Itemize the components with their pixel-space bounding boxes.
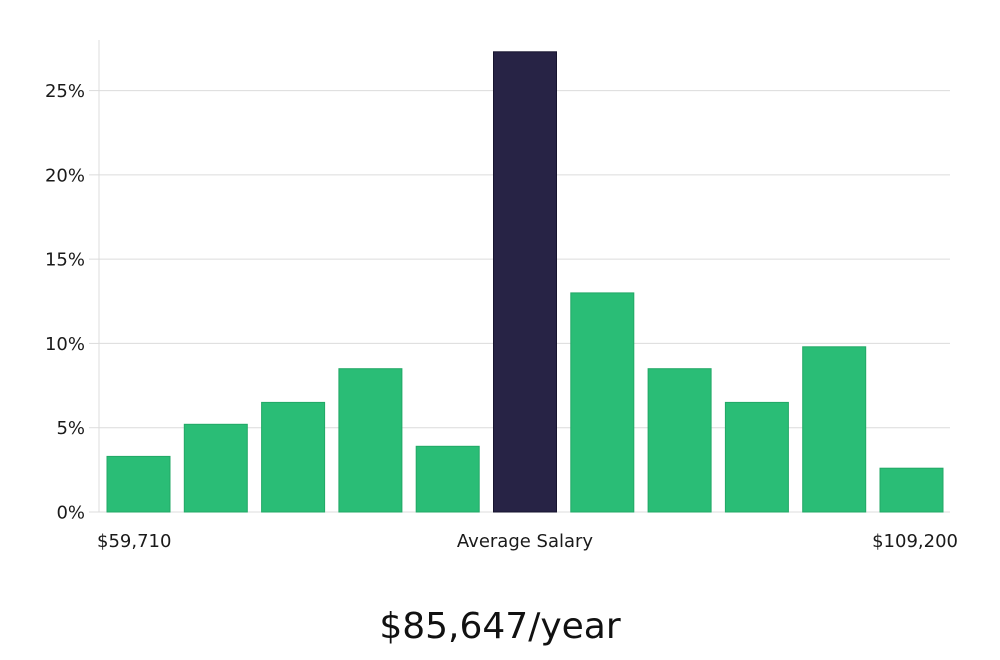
salary-histogram: 0% 5% 10% 15% 20% 25% $59,710 Average Salary … — [45, 40, 958, 552]
x-label-min-salary: $59,710 — [97, 531, 171, 552]
bar — [647, 368, 712, 513]
y-tick-label: 10% — [45, 334, 85, 355]
y-tick-label: 15% — [45, 250, 85, 271]
bar — [261, 401, 326, 513]
x-label-average-salary: Average Salary — [457, 531, 594, 552]
y-tick-label: 25% — [45, 81, 85, 102]
bar — [724, 401, 789, 513]
bar — [106, 455, 171, 513]
bar — [183, 423, 248, 513]
average-salary-caption: $85,647/year — [379, 606, 621, 647]
bar — [802, 346, 867, 513]
bar-average-salary — [493, 51, 557, 513]
x-label-max-salary: $109,200 — [872, 531, 958, 552]
bars — [106, 51, 944, 513]
y-tick-label: 20% — [45, 165, 85, 186]
y-tick-label: 5% — [56, 418, 85, 439]
bar — [570, 292, 635, 513]
y-tick-labels: 0% 5% 10% 15% 20% 25% — [45, 81, 99, 524]
bar — [415, 445, 480, 513]
y-tick-label: 0% — [56, 503, 85, 524]
bar — [338, 368, 403, 513]
chart-svg: 0%5%10%15%20%25% $59,710 Average Salary … — [45, 40, 958, 552]
bar — [879, 467, 944, 513]
